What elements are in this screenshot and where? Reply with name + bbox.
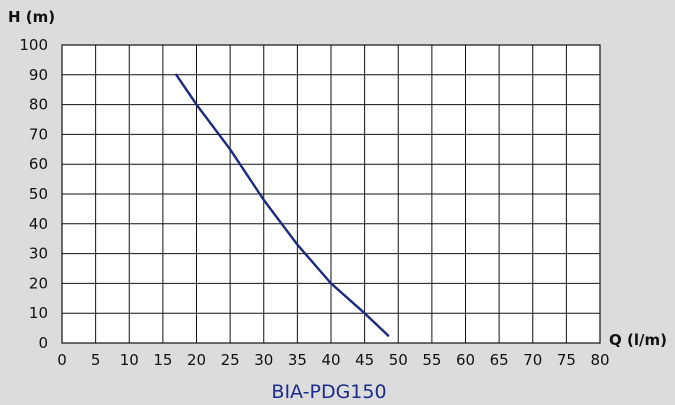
x-tick-label: 20 — [187, 351, 206, 369]
y-tick-label: 20 — [29, 274, 48, 292]
y-tick-label: 80 — [29, 96, 48, 114]
x-tick-label: 40 — [321, 351, 340, 369]
x-tick-label: 60 — [456, 351, 475, 369]
y-tick-label: 10 — [29, 304, 48, 322]
x-tick-label: 0 — [57, 351, 67, 369]
x-tick-label: 25 — [221, 351, 240, 369]
series-layer — [175, 73, 390, 337]
x-tick-label: 75 — [557, 351, 576, 369]
y-axis-title: H (m) — [8, 8, 55, 26]
y-tick-label: 90 — [29, 66, 48, 84]
x-tick-label: 70 — [523, 351, 542, 369]
y-tick-label: 40 — [29, 215, 48, 233]
chart-title: BIA-PDG150 — [271, 381, 386, 403]
y-tick-label: 50 — [29, 185, 48, 203]
x-tick-label: 55 — [422, 351, 441, 369]
x-tick-label: 5 — [91, 351, 101, 369]
y-tick-label: 70 — [29, 125, 48, 143]
x-tick-label: 80 — [590, 351, 609, 369]
x-tick-label: 30 — [254, 351, 273, 369]
x-tick-label: 65 — [490, 351, 509, 369]
x-tick-label: 10 — [120, 351, 139, 369]
x-axis-title: Q (l/m) — [609, 331, 667, 349]
x-tick-label: 50 — [389, 351, 408, 369]
y-tick-label: 100 — [19, 36, 48, 54]
y-tick-label: 0 — [38, 334, 48, 352]
x-tick-label: 45 — [355, 351, 374, 369]
plot-frame — [61, 44, 601, 344]
y-tick-label: 30 — [29, 245, 48, 263]
tick-labels: 0 5 10 15 20 25 30 35 40 45 50 55 60 65 70 75 80 0 10 20 30 4… — [19, 36, 609, 369]
y-tick-label: 60 — [29, 155, 48, 173]
x-tick-label: 15 — [153, 351, 172, 369]
series-line — [175, 73, 390, 337]
x-tick-label: 35 — [288, 351, 307, 369]
grid — [61, 44, 601, 344]
